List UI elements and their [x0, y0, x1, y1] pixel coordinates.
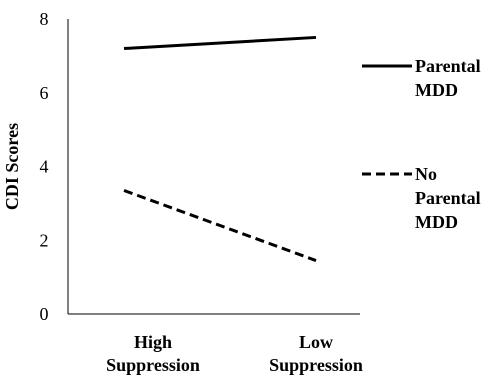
y-tick-labels: 0 2 4 6 8	[40, 9, 49, 324]
legend: Parental MDD No Parental MDD	[362, 56, 481, 232]
y-tick-label: 8	[40, 9, 49, 29]
y-axis-label: CDI Scores	[2, 123, 22, 210]
y-tick-label: 2	[40, 230, 49, 250]
x-tick-label: High Suppression	[106, 332, 200, 375]
x-tick-label: Low Suppression	[269, 332, 363, 375]
x-tick-labels: High Suppression Low Suppression	[106, 332, 363, 375]
y-tick-label: 0	[40, 304, 49, 324]
axes	[67, 19, 360, 315]
series-line	[123, 35, 317, 50]
y-tick-label: 6	[40, 83, 49, 103]
series-line	[123, 189, 317, 262]
y-tick-label: 4	[40, 157, 49, 177]
series-lines	[123, 35, 317, 262]
legend-label: No Parental MDD	[415, 164, 481, 232]
legend-label: Parental MDD	[415, 56, 481, 100]
